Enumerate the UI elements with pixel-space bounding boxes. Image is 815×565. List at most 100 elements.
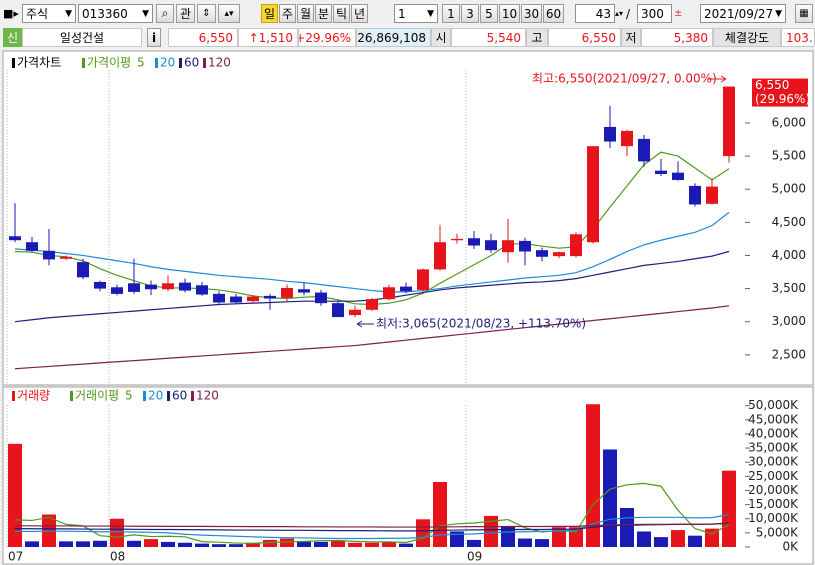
fav-button[interactable]: 관	[176, 4, 195, 23]
date-input[interactable]: 2021/09/27 ▼	[700, 4, 786, 23]
candle-body	[536, 250, 548, 257]
period-button[interactable]: 월	[297, 4, 314, 23]
count-spin[interactable]: ▴▾	[615, 9, 624, 18]
volume-bar	[637, 531, 651, 547]
price-text: 6,550	[198, 30, 233, 45]
change: ↑1,510	[238, 28, 298, 47]
expand-icon[interactable]: ±	[674, 8, 683, 19]
menu-icon[interactable]: ■▸	[3, 6, 19, 20]
moving-average-line	[15, 522, 730, 528]
count-text: 43	[595, 6, 611, 21]
unit-select[interactable]: 1 ▼	[394, 4, 438, 23]
volume-bar	[722, 470, 736, 547]
y-tick-label: 20,000K	[748, 483, 799, 497]
candle-body	[400, 286, 412, 292]
legend-swatch	[179, 58, 182, 68]
candle-body	[485, 240, 497, 251]
volume-bar	[467, 539, 481, 547]
volume-bar	[450, 531, 464, 547]
period-button[interactable]: 일	[261, 4, 278, 23]
volume-text: 26,869,108	[357, 30, 426, 45]
candle-body	[145, 284, 157, 290]
date-text: 2021/09/27	[704, 6, 774, 21]
high-annotation: 최고:6,550(2021/09/27, 0.00%)	[532, 72, 717, 86]
spin-button[interactable]: ▴▾	[218, 4, 240, 23]
info-button-text: i	[151, 30, 157, 45]
last-change: (29.96%)	[755, 92, 810, 106]
x-tick-label: 07	[8, 550, 23, 564]
volume-bar	[382, 542, 396, 547]
unit-button[interactable]: 10	[499, 4, 520, 23]
legend-swatch	[167, 391, 170, 401]
change-text: ↑1,510	[248, 30, 293, 45]
slash-text: /	[626, 6, 631, 21]
low-text: 5,380	[673, 30, 708, 45]
y-tick-label: 3,000	[772, 314, 806, 328]
rate-text: +29.96%	[298, 30, 351, 45]
y-tick-label: 50,000K	[748, 398, 799, 412]
volume: 26,869,108	[356, 28, 431, 47]
unit-button[interactable]: 5	[480, 4, 498, 23]
legend-entry: 20	[148, 389, 163, 403]
info-button[interactable]: i	[147, 28, 161, 47]
period-button[interactable]: 분	[315, 4, 332, 23]
y-tick-label: 10,000K	[748, 511, 799, 525]
volume-bar	[620, 507, 634, 547]
legend-swatch	[143, 391, 146, 401]
max-count-text: 300	[641, 6, 664, 21]
y-tick-label: 35,000K	[748, 441, 799, 455]
period-button[interactable]: 주	[279, 4, 296, 23]
y-tick-label: 5,500	[772, 149, 806, 163]
candle-body	[247, 296, 259, 302]
legend-entry: 60	[172, 389, 187, 403]
volume-bar	[654, 537, 668, 547]
search-button[interactable]: ⌕	[156, 4, 174, 23]
legend-swatch	[82, 58, 85, 68]
unit-button[interactable]: 3	[461, 4, 479, 23]
volume-bar	[518, 538, 532, 547]
last-price: 6,550	[755, 78, 789, 92]
legend-ma-label: 가격이평	[87, 56, 131, 70]
candle-body	[60, 256, 72, 259]
x-tick-label: 08	[110, 550, 125, 564]
count-input[interactable]: 43	[575, 4, 615, 23]
y-tick-label: 5,000K	[756, 525, 799, 539]
unit-button[interactable]: 60	[543, 4, 564, 23]
legend-title: 거래량	[17, 389, 50, 403]
volume-bar	[212, 544, 226, 547]
legend-swatch	[70, 391, 73, 401]
market-select[interactable]: 주식 ▼	[22, 4, 76, 23]
strength-label-text: 체결강도	[724, 31, 770, 45]
high: 6,550	[548, 28, 621, 47]
period-button[interactable]: 틱	[333, 4, 350, 23]
legend-entry: 60	[184, 56, 199, 70]
unit-button[interactable]: 1	[442, 4, 460, 23]
y-tick-label: 5,000	[772, 182, 806, 196]
unit-buttons: 1 3 5 10 30 60	[442, 4, 566, 23]
period-button[interactable]: 년	[351, 4, 368, 23]
x-tick-label: 09	[467, 550, 482, 564]
dropdown-arrow: ▼	[775, 8, 782, 19]
candle-body	[315, 292, 327, 304]
badge: 신	[3, 28, 22, 47]
candle-body	[570, 234, 582, 257]
volume-bar	[127, 540, 141, 547]
y-tick-label: 3,500	[772, 281, 806, 295]
max-count-input[interactable]: 300	[637, 4, 672, 23]
y-tick-label: 15,000K	[748, 497, 799, 511]
link-button[interactable]: ⇕	[197, 4, 216, 23]
unit-button[interactable]: 30	[521, 4, 542, 23]
open-label: 시	[431, 28, 451, 47]
y-tick-label: 40,000K	[748, 426, 799, 440]
volume-bar	[603, 449, 617, 547]
candle-body	[468, 238, 480, 246]
volume-bar	[671, 530, 685, 547]
y-tick-label: 25,000K	[748, 469, 799, 483]
candle-body	[43, 250, 55, 260]
settings-button[interactable]: ▦	[795, 4, 813, 23]
code-input[interactable]: 013360 ▼	[78, 4, 153, 23]
stock-name[interactable]: 일성건설	[22, 28, 142, 47]
candle-body	[162, 283, 174, 290]
moving-average-line	[14, 522, 730, 532]
